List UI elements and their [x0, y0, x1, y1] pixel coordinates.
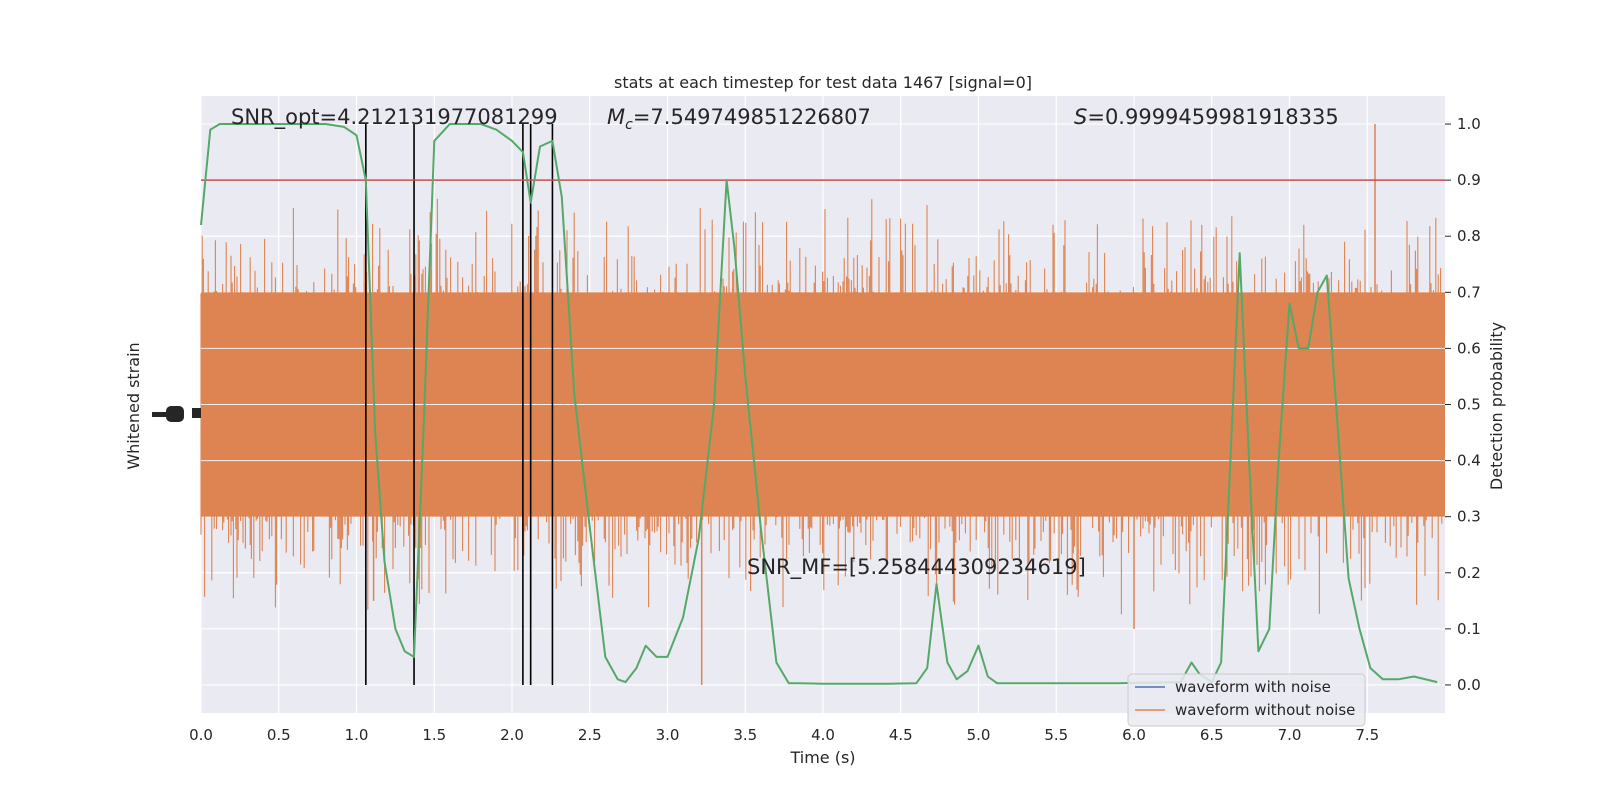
s-value: =0.9999459981918335 [1087, 105, 1338, 129]
x-axis-ticks: 0.0 0.5 1.0 1.5 2.0 2.5 3.0 3.5 4.0 4.5 5.0 5.5 6.0 6… [189, 726, 1379, 744]
y-tick-label: 0.8 [1457, 227, 1481, 245]
y-axis-label-right: Detection probability [1487, 322, 1506, 490]
left-tick-blob [166, 406, 184, 422]
snr-mf-annotation: SNR_MF=[5.258444309234619] [747, 555, 1086, 580]
y-tick-label: 0.9 [1457, 171, 1481, 189]
x-tick-label: 6.5 [1200, 726, 1224, 744]
x-tick-label: 0.5 [267, 726, 291, 744]
left-tick-blob [152, 412, 166, 417]
s-annotation: S=0.9999459981918335 [1074, 105, 1339, 129]
x-tick-label: 6.0 [1122, 726, 1146, 744]
left-axis-overlapping-ticks [152, 406, 201, 422]
probability-line [200, 123, 1438, 685]
snr-opt-annotation: SNR_opt=4.212131977081299 [231, 105, 558, 130]
x-axis-label: Time (s) [789, 748, 855, 767]
x-tick-label: 0.0 [189, 726, 213, 744]
x-tick-label: 7.5 [1355, 726, 1379, 744]
y-tick-label: 0.5 [1457, 396, 1481, 414]
legend-label-without-noise: waveform without noise [1175, 701, 1355, 719]
y-tick-label: 0.3 [1457, 508, 1481, 526]
y-tick-label: 0.2 [1457, 564, 1481, 582]
strain-band [200, 124, 1445, 685]
x-tick-label: 2.5 [578, 726, 602, 744]
detection-markers [365, 124, 554, 685]
x-tick-label: 2.0 [500, 726, 524, 744]
legend-label-with-noise: waveform with noise [1175, 678, 1331, 696]
x-tick-label: 4.0 [811, 726, 835, 744]
x-tick-label: 5.5 [1044, 726, 1068, 744]
x-tick-label: 5.0 [967, 726, 991, 744]
y-tick-label: 0.0 [1457, 676, 1481, 694]
chirp-mass-value: =7.549749851226807 [633, 105, 871, 129]
y-tick-label: 0.4 [1457, 452, 1481, 470]
y-axis-ticks-right: 0.0 0.1 0.2 0.3 0.4 0.5 0.6 0.7 0.8 0.9 1.0 [1445, 115, 1481, 694]
x-tick-label: 3.5 [733, 726, 757, 744]
y-tick-label: 0.1 [1457, 620, 1481, 638]
y-axis-label-left: Whitened strain [124, 342, 143, 469]
chart-title: stats at each timestep for test data 146… [614, 73, 1032, 92]
chirp-mass-symbol: M [607, 105, 625, 129]
x-tick-label: 1.0 [345, 726, 369, 744]
probability-series-group [200, 123, 1438, 685]
y-tick-label: 0.7 [1457, 283, 1481, 301]
left-tick-blob [192, 408, 201, 418]
x-tick-label: 3.0 [656, 726, 680, 744]
y-tick-label: 1.0 [1457, 115, 1481, 133]
y-tick-label: 0.6 [1457, 339, 1481, 357]
x-tick-label: 4.5 [889, 726, 913, 744]
x-tick-label: 1.5 [422, 726, 446, 744]
legend: waveform with noise waveform without noi… [1127, 673, 1366, 727]
chirp-mass-annotation: Mc=7.549749851226807 [607, 105, 871, 133]
x-tick-label: 7.0 [1278, 726, 1302, 744]
legend-box [1127, 673, 1366, 727]
s-symbol: S [1074, 105, 1087, 129]
chirp-mass-subscript: c [625, 117, 633, 133]
